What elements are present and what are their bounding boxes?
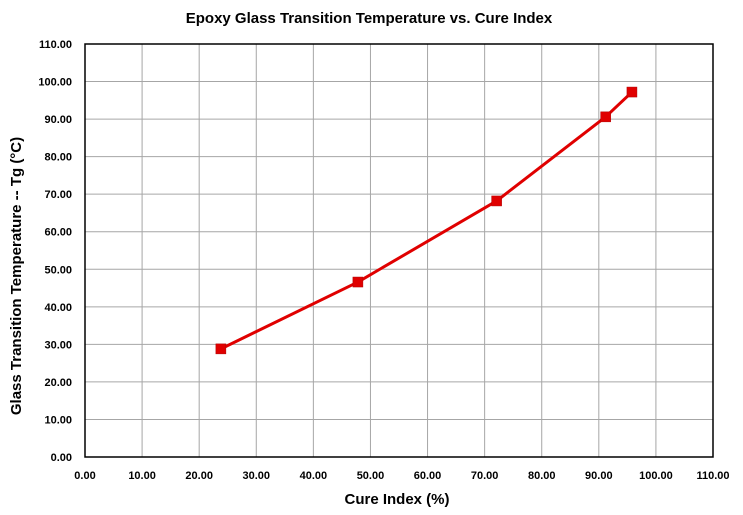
chart-title: Epoxy Glass Transition Temperature vs. C… [186, 10, 553, 27]
plot-area [84, 43, 714, 458]
y-tick-label: 20.00 [44, 377, 72, 389]
data-point-marker [626, 86, 638, 98]
y-tick-label: 30.00 [44, 339, 72, 351]
data-point-marker [600, 111, 611, 123]
series-layer [215, 86, 638, 355]
x-tick-label: 70.00 [471, 470, 499, 482]
series-line [220, 90, 633, 351]
x-axis-ticks: 0.00 10.00 20.00 30.00 40.00 50.00 60.00 70.00 8… [74, 470, 729, 482]
data-point-marker [215, 343, 227, 355]
x-tick-label: 50.00 [357, 470, 385, 482]
x-axis-label: Cure Index (%) [344, 491, 449, 508]
x-tick-label: 110.00 [696, 470, 729, 482]
y-tick-label: 50.00 [44, 264, 72, 276]
x-tick-label: 10.00 [128, 470, 156, 482]
y-tick-label: 80.00 [44, 152, 72, 164]
y-tick-label: 60.00 [44, 227, 72, 239]
x-tick-label: 20.00 [185, 470, 213, 482]
y-tick-label: 40.00 [44, 302, 72, 314]
x-tick-label: 80.00 [528, 470, 556, 482]
data-point-marker [352, 276, 364, 288]
y-axis-label: Glass Transition Temperature -- Tg (°C) [8, 137, 25, 415]
x-tick-label: 60.00 [414, 470, 442, 482]
y-tick-label: 10.00 [44, 414, 72, 426]
x-tick-label: 90.00 [585, 470, 613, 482]
data-point-marker [491, 195, 502, 207]
x-tick-label: 30.00 [243, 470, 271, 482]
y-tick-label: 100.00 [38, 77, 72, 89]
x-tick-label: 100.00 [639, 470, 673, 482]
y-tick-label: 110.00 [39, 39, 72, 51]
y-axis-ticks: 0.00 10.00 20.00 30.00 40.00 50.00 60.00 70.00 8… [38, 39, 72, 464]
y-tick-label: 70.00 [44, 189, 72, 201]
x-tick-label: 40.00 [300, 470, 328, 482]
x-tick-label: 0.00 [74, 470, 95, 482]
y-tick-label: 90.00 [44, 114, 72, 126]
y-tick-label: 0.00 [51, 452, 72, 464]
